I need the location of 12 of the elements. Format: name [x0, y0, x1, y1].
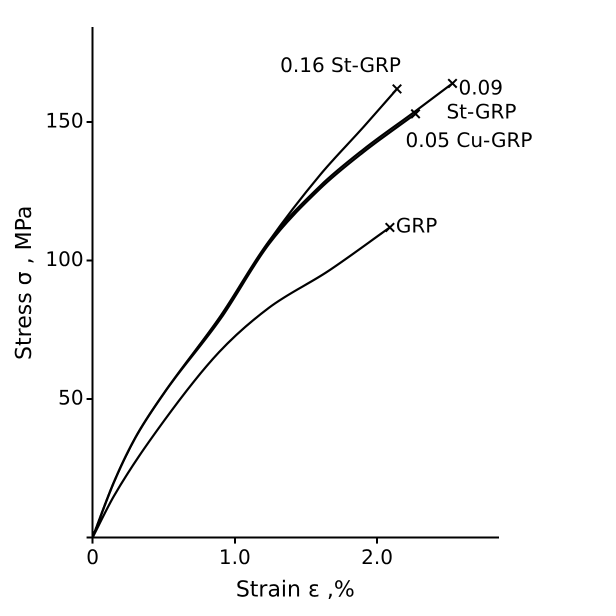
- series-label: 0.09 St-GRP: [446, 76, 516, 124]
- x-axis-title: Strain ε ,%: [236, 578, 355, 603]
- y-axis-title: Stress σ , MPa: [12, 206, 37, 360]
- y-tick-label: 150: [45, 108, 84, 132]
- x-tick-label: 1.0: [218, 544, 251, 569]
- x-tick-label: 2.0: [361, 544, 393, 569]
- series-label: 0.16 St-GRP: [280, 53, 401, 78]
- x-tick-label: 0: [86, 544, 99, 569]
- y-tick-label: 100: [45, 246, 84, 271]
- series-label: 0.05 Cu-GRP: [405, 128, 532, 152]
- y-tick-label: 50: [58, 385, 84, 410]
- series-label: GRP: [396, 214, 438, 238]
